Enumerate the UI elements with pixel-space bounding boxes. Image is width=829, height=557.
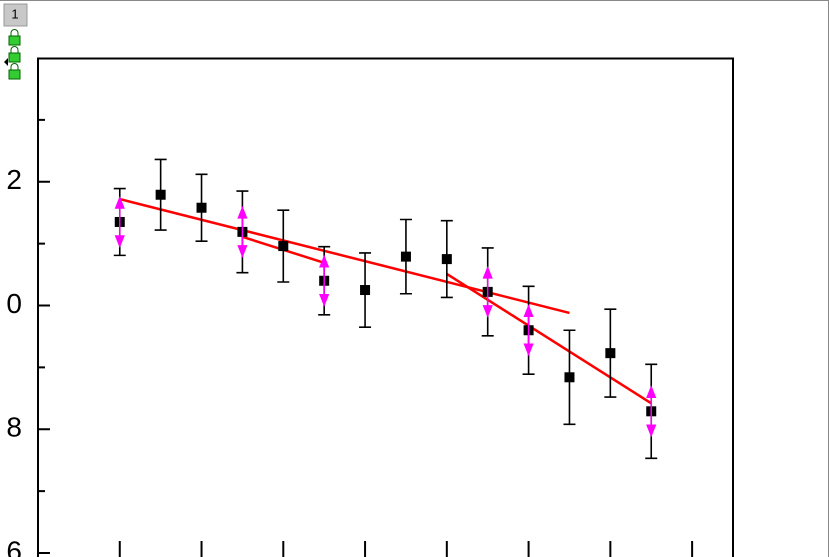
highlight-arrows [646, 385, 657, 438]
y-tick-label: 8 [6, 412, 22, 443]
layer-tab[interactable] [3, 3, 28, 27]
fit-line [119, 197, 570, 315]
y-tick-label: 2 [6, 164, 22, 195]
point [564, 372, 575, 383]
point [196, 202, 207, 213]
y-tick-label: 6 [6, 535, 22, 557]
point [605, 348, 616, 359]
highlight-arrows [482, 265, 493, 318]
fit-line [446, 272, 652, 405]
layer-tab-label: 1 [11, 6, 18, 21]
plot-frame [37, 57, 734, 557]
point [400, 251, 411, 262]
point [360, 285, 371, 296]
highlight-arrows [523, 304, 534, 357]
highlight-arrows [319, 254, 330, 307]
point [441, 254, 452, 265]
point [278, 241, 289, 252]
lock-icons [4, 29, 21, 80]
point [155, 189, 166, 200]
y-tick-label: 0 [6, 288, 22, 319]
highlight-arrows [237, 205, 248, 258]
highlight-arrows [114, 195, 125, 248]
